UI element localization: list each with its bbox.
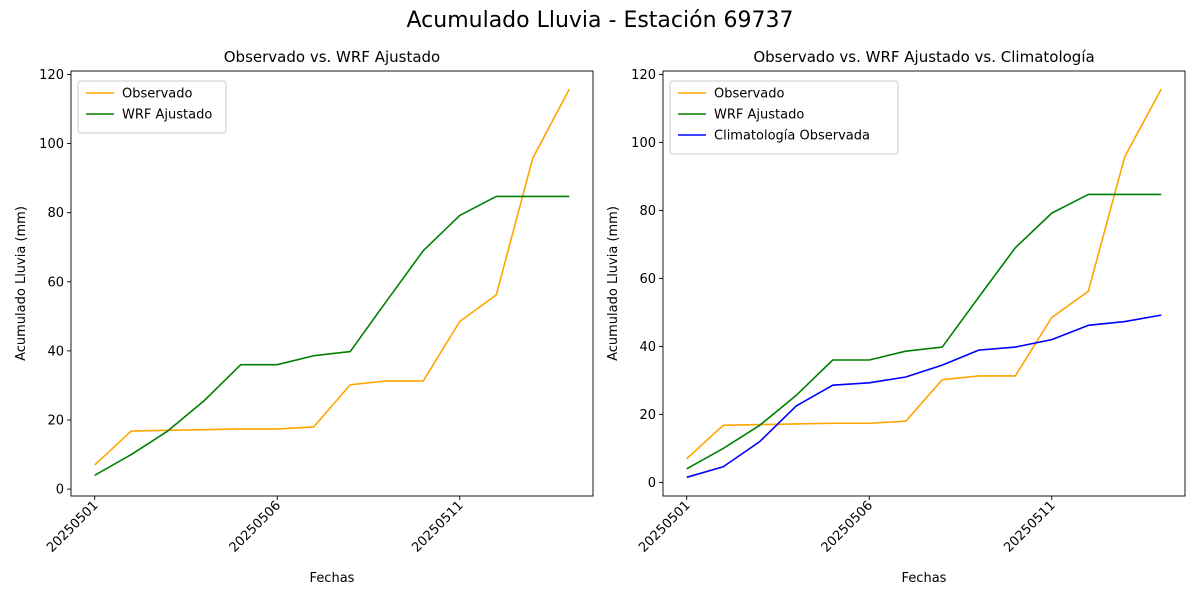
panel-1-ytick-label-1: 20	[47, 413, 64, 428]
panel-1-xtick-label-2: 20250511	[409, 498, 466, 555]
panel-1-series-line-2	[94, 195, 570, 476]
panel-2-xaxis-label: Fechas	[902, 571, 947, 586]
panel-1-legend-label-2: WRF Ajustado	[122, 108, 212, 123]
panel-2-ytick-label-4: 80	[639, 204, 656, 219]
panel-2-legend-label-3: Climatología Observada	[714, 129, 870, 144]
panel-1-series-line-1	[94, 88, 570, 466]
panel-1-xtick-label-1: 20250506	[227, 498, 284, 555]
panel-2-xtick-label-0: 20250501	[636, 498, 693, 555]
panel-1-xaxis-label: Fechas	[310, 571, 355, 586]
panel-1-ytick-label-0: 0	[56, 483, 64, 498]
panel-2-xtick-label-1: 20250506	[819, 498, 876, 555]
panel-2-legend-label-1: Observado	[714, 87, 785, 102]
panel-2-group: Observado vs. WRF Ajustado vs. Climatolo…	[606, 48, 1186, 586]
panel-1-ytick-label-4: 80	[47, 206, 64, 221]
panel-1-title: Observado vs. WRF Ajustado	[224, 48, 440, 66]
panel-2-legend-label-2: WRF Ajustado	[714, 108, 804, 123]
panel-1-legend-label-1: Observado	[122, 87, 193, 102]
panel-1-ytick-label-6: 120	[39, 68, 64, 83]
panel-1-ytick-label-2: 40	[47, 344, 64, 359]
panel-2-series-line-3	[686, 314, 1162, 479]
panel-2-ytick-label-1: 20	[639, 408, 656, 423]
panel-1-ytick-label-5: 100	[39, 137, 64, 152]
panel-1-ytick-label-3: 60	[47, 275, 64, 290]
panel-1-yaxis-label: Acumulado Lluvia (mm)	[14, 206, 29, 361]
panel-2-yaxis-label: Acumulado Lluvia (mm)	[606, 206, 621, 361]
panel-2-ytick-label-3: 60	[639, 272, 656, 287]
panel-2-series-line-1	[686, 88, 1162, 460]
panel-2-title: Observado vs. WRF Ajustado vs. Climatolo…	[753, 48, 1094, 66]
panel-2-plot-frame	[662, 70, 1186, 497]
panel-2-ytick-label-5: 100	[631, 136, 656, 151]
panel-1-legend-box	[77, 80, 227, 134]
panel-2-ytick-label-0: 0	[648, 476, 656, 491]
panel-2-ytick-label-2: 40	[639, 340, 656, 355]
figure-suptitle: Acumulado Lluvia - Estación 69737	[406, 8, 794, 33]
panel-1-plot-frame	[70, 70, 594, 497]
panel-2-ytick-label-6: 120	[631, 68, 656, 83]
panel-1-group: Observado vs. WRF Ajustado 0 20 40 60 80 100 12…	[14, 48, 594, 586]
panel-2-series-line-2	[686, 193, 1162, 470]
panel-2-legend-box	[669, 80, 899, 155]
panel-1-xtick-label-0: 20250501	[44, 498, 101, 555]
panel-2-xtick-label-2: 20250511	[1001, 498, 1058, 555]
